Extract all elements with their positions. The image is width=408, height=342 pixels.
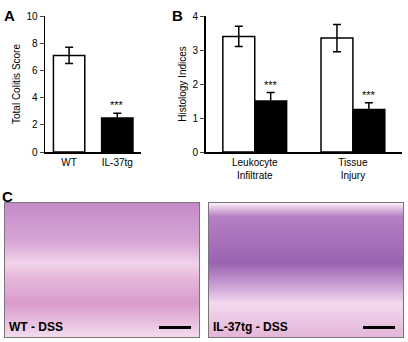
svg-text:2: 2 bbox=[32, 119, 38, 130]
svg-text:0: 0 bbox=[32, 147, 38, 158]
svg-text:***: *** bbox=[362, 89, 376, 101]
svg-text:0: 0 bbox=[193, 147, 199, 158]
svg-text:8: 8 bbox=[32, 38, 38, 49]
svg-text:B: B bbox=[172, 7, 183, 24]
svg-text:IL-37tg: IL-37tg bbox=[102, 157, 133, 168]
svg-text:TissueInjury: TissueInjury bbox=[338, 157, 368, 181]
svg-text:***: *** bbox=[110, 99, 124, 111]
svg-text:4: 4 bbox=[193, 11, 199, 22]
html-text:C: C bbox=[2, 188, 13, 205]
svg-text:2: 2 bbox=[193, 79, 199, 90]
svg-text:10: 10 bbox=[26, 11, 38, 22]
svg-text:WT: WT bbox=[61, 157, 77, 168]
svg-text:A: A bbox=[4, 7, 15, 24]
svg-text:Total Colitis Score: Total Colitis Score bbox=[11, 44, 22, 124]
svg-text:LeukocyteInfiltrate: LeukocyteInfiltrate bbox=[232, 157, 278, 181]
html-text:WT - DSS: WT - DSS bbox=[9, 320, 63, 334]
svg-text:***: *** bbox=[264, 79, 278, 91]
svg-text:6: 6 bbox=[32, 65, 38, 76]
svg-text:3: 3 bbox=[193, 45, 199, 56]
svg-text:4: 4 bbox=[32, 92, 38, 103]
svg-text:1: 1 bbox=[193, 113, 199, 124]
svg-text:Histology Indices: Histology Indices bbox=[177, 46, 188, 122]
html-text:IL-37tg - DSS: IL-37tg - DSS bbox=[213, 320, 288, 334]
